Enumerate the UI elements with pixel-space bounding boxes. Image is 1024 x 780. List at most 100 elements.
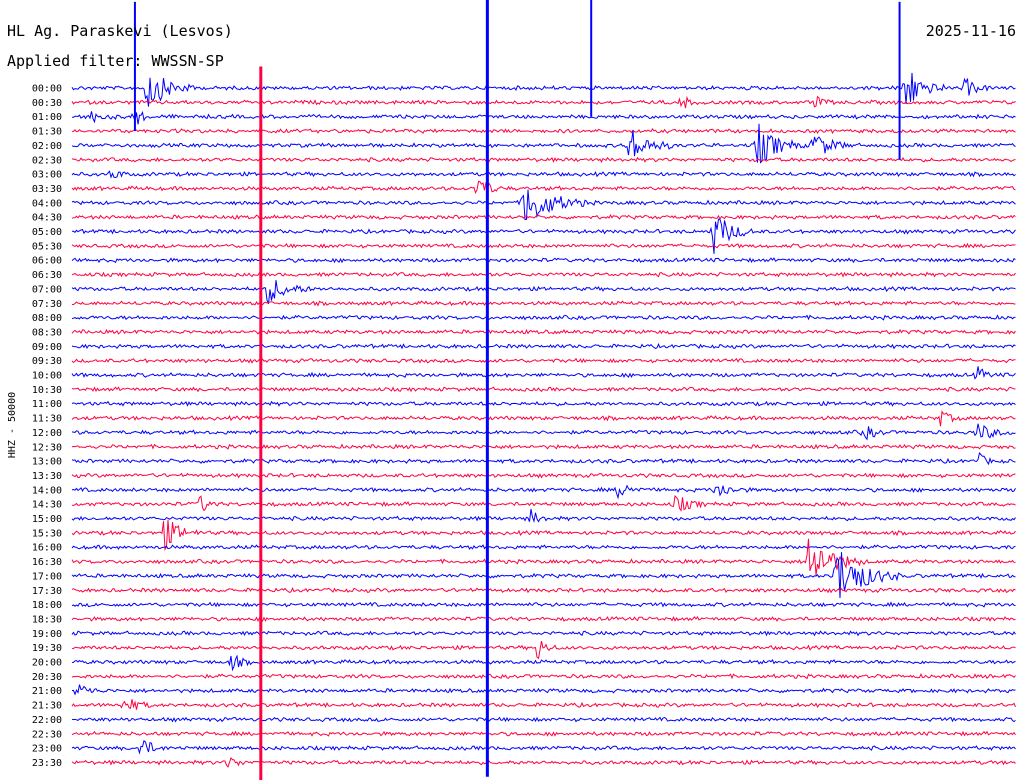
row-time-label: 17:00 xyxy=(32,571,62,582)
trace-row-0700 xyxy=(71,280,1016,304)
trace-row-0330 xyxy=(71,180,1016,195)
row-time-label: 07:30 xyxy=(32,299,62,310)
trace-row-0000 xyxy=(71,72,1016,107)
trace-row-1100 xyxy=(71,400,1016,407)
row-time-label: 13:30 xyxy=(32,471,62,482)
row-time-label: 02:30 xyxy=(32,155,62,166)
channel-axis-label: HHZ - 50000 xyxy=(7,392,18,458)
row-time-label: 16:00 xyxy=(32,543,62,554)
trace-row-1230 xyxy=(71,443,1016,450)
trace-row-2100 xyxy=(71,684,1016,696)
row-time-label: 03:30 xyxy=(32,184,62,195)
trace-row-0730 xyxy=(72,300,1016,307)
trace-row-1430 xyxy=(71,494,1016,512)
row-time-label: 05:30 xyxy=(32,241,62,252)
trace-row-0830 xyxy=(71,328,1016,335)
trace-row-2030 xyxy=(71,673,1016,680)
trace-row-1500 xyxy=(71,508,1016,524)
row-time-label: 09:00 xyxy=(32,342,62,353)
row-time-label: 04:30 xyxy=(32,213,62,224)
trace-row-1900 xyxy=(71,630,1016,637)
trace-row-1630 xyxy=(71,538,1016,576)
trace-row-1000 xyxy=(71,366,1016,380)
row-time-label: 23:30 xyxy=(32,758,62,769)
row-time-label: 23:00 xyxy=(32,744,62,755)
trace-row-1700 xyxy=(71,552,1016,599)
trace-row-0230 xyxy=(71,156,1016,163)
trace-row-0300 xyxy=(71,170,1016,179)
trace-row-0600 xyxy=(71,257,1016,264)
row-time-label: 22:30 xyxy=(32,729,62,740)
row-time-label: 19:30 xyxy=(32,643,62,654)
row-time-label: 18:30 xyxy=(32,614,62,625)
trace-row-0430 xyxy=(71,214,1016,221)
row-time-label: 10:30 xyxy=(32,385,62,396)
trace-row-1800 xyxy=(71,601,1016,608)
row-time-label: 05:00 xyxy=(32,227,62,238)
row-time-label: 19:00 xyxy=(32,629,62,640)
trace-row-1300 xyxy=(71,451,1016,466)
trace-row-0100 xyxy=(72,110,1016,125)
row-time-label: 21:00 xyxy=(32,686,62,697)
row-time-label: 22:00 xyxy=(32,715,62,726)
row-time-label: 09:30 xyxy=(32,356,62,367)
trace-row-2300 xyxy=(71,739,1016,755)
trace-row-1200 xyxy=(71,423,1016,441)
trace-row-1530 xyxy=(71,519,1016,552)
row-time-label: 03:00 xyxy=(32,170,62,181)
row-time-label: 01:00 xyxy=(32,112,62,123)
row-time-label: 13:00 xyxy=(32,457,62,468)
row-time-label: 11:30 xyxy=(32,414,62,425)
trace-row-0500 xyxy=(72,218,1016,254)
trace-row-0130 xyxy=(71,128,1016,135)
row-time-label: 01:30 xyxy=(32,127,62,138)
date-label: 2025-11-16 xyxy=(926,22,1016,40)
row-time-label: 14:30 xyxy=(32,500,62,511)
trace-row-1130 xyxy=(71,410,1016,427)
trace-row-0030 xyxy=(71,95,1016,109)
trace-row-2130 xyxy=(71,699,1016,710)
row-time-label: 07:00 xyxy=(32,284,62,295)
station-title: HL Ag. Paraskevi (Lesvos) xyxy=(7,22,233,40)
trace-row-1400 xyxy=(71,484,1016,500)
row-time-label: 00:00 xyxy=(32,84,62,95)
trace-row-1730 xyxy=(71,586,1016,594)
trace-group xyxy=(71,0,1016,780)
trace-row-2330 xyxy=(71,757,1016,768)
row-time-label: 12:00 xyxy=(32,428,62,439)
row-time-label: 08:00 xyxy=(32,313,62,324)
trace-row-1930 xyxy=(71,640,1016,660)
trace-row-0800 xyxy=(71,314,1016,321)
trace-row-2000 xyxy=(71,654,1016,672)
trace-row-0530 xyxy=(71,242,1016,249)
row-time-label: 14:00 xyxy=(32,485,62,496)
row-time-label: 20:00 xyxy=(32,658,62,669)
trace-row-0630 xyxy=(71,271,1016,278)
row-time-label: 17:30 xyxy=(32,586,62,597)
trace-row-1600 xyxy=(71,544,1016,551)
row-label-group: 00:00 00:30 01:00 01:30 02:00 02:30 03:00 03:30… xyxy=(32,84,62,769)
row-time-label: 02:00 xyxy=(32,141,62,152)
trace-row-1330 xyxy=(71,472,1016,479)
row-time-label: 10:00 xyxy=(32,371,62,382)
trace-row-0930 xyxy=(71,357,1016,364)
trace-row-0400 xyxy=(71,189,1016,221)
row-time-label: 04:00 xyxy=(32,198,62,209)
row-time-label: 20:30 xyxy=(32,672,62,683)
row-time-label: 21:30 xyxy=(32,701,62,712)
row-time-label: 18:00 xyxy=(32,600,62,611)
row-time-label: 00:30 xyxy=(32,98,62,109)
row-time-label: 08:30 xyxy=(32,327,62,338)
trace-row-2200 xyxy=(71,716,1016,723)
row-time-label: 06:30 xyxy=(32,270,62,281)
row-time-label: 15:00 xyxy=(32,514,62,525)
row-time-label: 12:30 xyxy=(32,442,62,453)
row-time-label: 15:30 xyxy=(32,528,62,539)
trace-row-2230 xyxy=(71,730,1016,737)
trace-row-0200 xyxy=(71,123,1016,164)
trace-row-1830 xyxy=(71,615,1016,622)
row-time-label: 11:00 xyxy=(32,399,62,410)
filter-subtitle: Applied filter: WWSSN-SP xyxy=(7,52,224,70)
row-time-label: 16:30 xyxy=(32,557,62,568)
